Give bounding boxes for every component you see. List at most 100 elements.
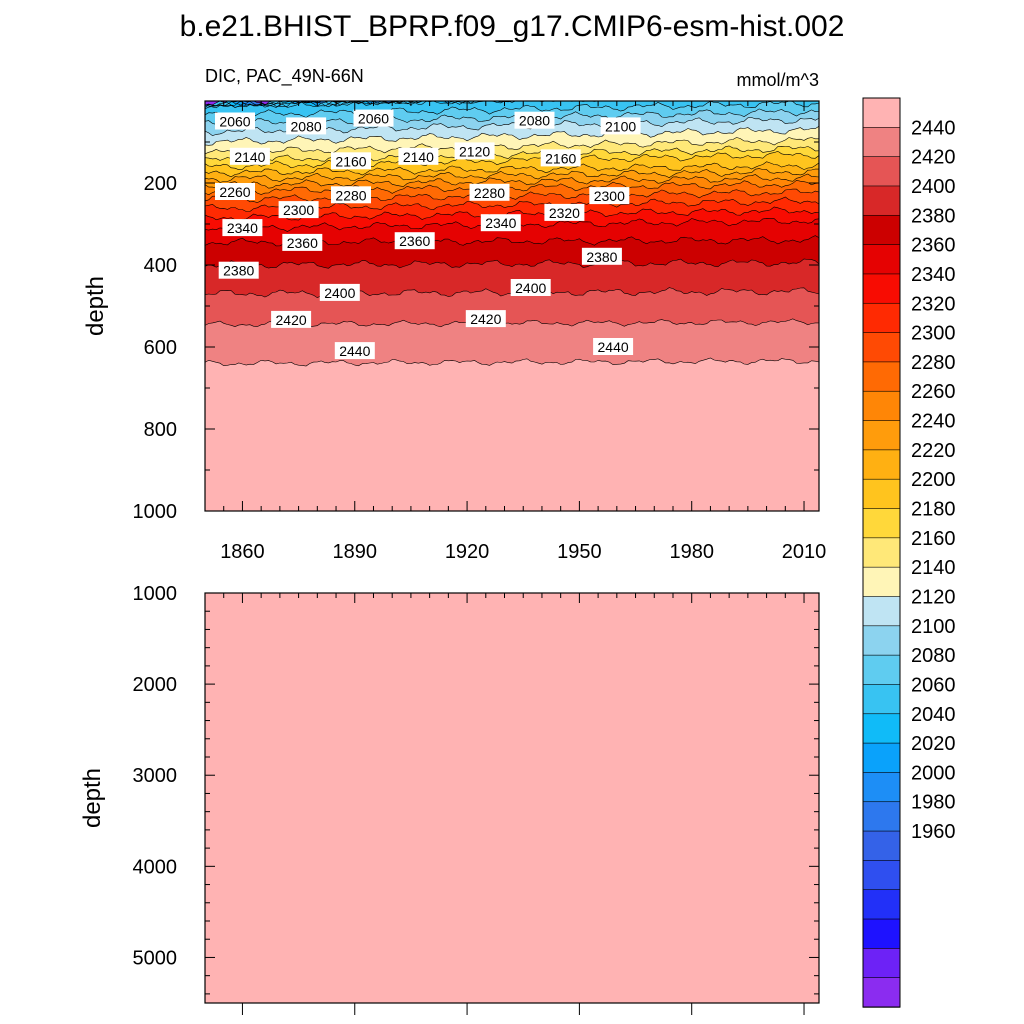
colorbar-label: 2260 <box>911 381 956 403</box>
contour-label-box <box>589 187 630 205</box>
colorbar: 2440 2420 2400 2380 2360 2340 2320 2300 2280 2260… <box>862 97 956 1008</box>
colorbar-swatch <box>862 302 901 334</box>
colorbar-swatch <box>862 948 901 979</box>
colorbar-label: 2020 <box>911 733 956 755</box>
colorbar-label: 2420 <box>911 147 956 169</box>
isoline-2060 <box>205 101 819 119</box>
colorbar-swatch <box>862 977 901 1008</box>
contour-label-text: 2320 <box>549 205 580 221</box>
y-tick-label: 400 <box>144 255 177 277</box>
x-tick-label: 1860 <box>220 541 265 563</box>
colorbar-swatch <box>862 332 901 363</box>
colorbar-label: 1980 <box>911 792 956 814</box>
colorbar-swatch <box>862 537 901 568</box>
colorbar-swatch <box>862 889 901 920</box>
contour-label: 2360 <box>394 232 435 250</box>
contour-label-text: 2140 <box>403 149 434 165</box>
colorbar-label: 2100 <box>911 616 956 638</box>
contour-label: 2060 <box>353 109 394 127</box>
contour-label-box <box>286 117 327 135</box>
colorbar-label: 2140 <box>911 557 956 579</box>
isoline-2280 <box>205 188 819 203</box>
contour-label-text: 2400 <box>324 285 355 301</box>
contour-label-text: 2100 <box>605 118 636 134</box>
contour-label-box <box>514 111 555 129</box>
colorbar-label: 2380 <box>911 205 956 227</box>
contour-label: 2060 <box>215 112 255 130</box>
contour-label: 2160 <box>331 152 371 170</box>
x-tick-label: 1950 <box>557 541 602 563</box>
colorbar-swatch <box>862 390 901 422</box>
colorbar-swatch <box>862 772 901 803</box>
y-tick-label: 1000 <box>133 501 178 523</box>
colorbar-label: 2080 <box>911 645 956 667</box>
contour-label-text: 2340 <box>485 215 516 231</box>
isoline-2140 <box>205 137 819 156</box>
isoline-2380 <box>205 258 819 269</box>
y-tick-label: 800 <box>144 419 177 441</box>
chart-title: b.e21.BHIST_BPRP.f09_g17.CMIP6-esm-hist.… <box>180 10 845 43</box>
isoline-1980 <box>205 101 819 110</box>
contour-label-box <box>334 342 375 360</box>
colorbar-swatch <box>862 596 901 627</box>
y-tick-label: 5000 <box>133 947 178 969</box>
colorbar-swatch <box>862 449 901 480</box>
colorbar-label: 2320 <box>911 293 956 315</box>
x-tick-label: 1980 <box>669 541 714 563</box>
colorbar-swatch <box>862 801 901 832</box>
contour-label-box <box>229 147 270 165</box>
contour-label-text: 2400 <box>515 280 546 296</box>
colorbar-label: 2160 <box>911 528 956 550</box>
colorbar-label: 2000 <box>911 762 956 784</box>
upper-contour-fill <box>205 101 819 511</box>
contour-label-text: 2380 <box>586 249 617 265</box>
contour-label: 2260 <box>215 183 255 200</box>
contour-label-text: 2340 <box>227 220 258 236</box>
isoline-2220 <box>205 168 819 183</box>
contour-label: 2440 <box>593 338 634 355</box>
contour-label-text: 2160 <box>545 150 576 166</box>
isoline-2260 <box>205 179 819 196</box>
colorbar-swatch <box>862 185 901 216</box>
y-tick-label: 200 <box>144 173 177 195</box>
lower-axis-ticks: 1000 2000 3000 4000 5000 <box>133 583 819 1015</box>
isoline-1960 <box>205 101 819 109</box>
contour-label-text: 2060 <box>358 111 389 127</box>
colorbar-swatch <box>862 273 901 304</box>
colorbar-swatch <box>862 127 901 158</box>
lower-frame <box>204 592 820 1004</box>
contour-label: 2140 <box>398 147 439 165</box>
x-tick-label: 1920 <box>445 541 490 563</box>
contour-label-box <box>593 338 634 355</box>
contour-label: 2080 <box>514 111 555 129</box>
contour-label: 2100 <box>600 117 641 135</box>
colorbar-label: 1960 <box>911 821 956 843</box>
colorbar-swatch <box>862 508 901 539</box>
colorbar-swatch <box>862 713 901 744</box>
y-tick-label: 600 <box>144 337 177 359</box>
colorbar-label: 2040 <box>911 704 956 726</box>
contour-label: 2120 <box>454 142 495 160</box>
colorbar-swatch <box>862 654 901 686</box>
lower-ylabel: depth <box>79 768 106 828</box>
contour-label-box <box>510 279 551 296</box>
contour-label-box <box>215 112 255 130</box>
colorbar-swatch <box>862 742 901 774</box>
colorbar-label: 2180 <box>911 499 956 521</box>
units-string: mmol/m^3 <box>737 70 819 90</box>
contour-label-box <box>271 310 312 328</box>
colorbar-swatch <box>862 97 901 129</box>
contour-label-text: 2280 <box>474 185 505 201</box>
contour-label-text: 2420 <box>470 311 501 327</box>
contour-label-box <box>319 283 360 301</box>
isoline-2180 <box>205 150 819 171</box>
contour-label-text: 2360 <box>287 235 318 251</box>
colorbar-swatch <box>862 478 901 510</box>
y-tick-label: 3000 <box>133 765 178 787</box>
upper-axis-ticks: 1860 1890 1920 1950 1980 2010 200 400 600 800 1000 <box>133 101 826 563</box>
contour-label-text: 2440 <box>598 339 629 355</box>
colorbar-label: 2440 <box>911 117 956 139</box>
colorbar-label: 2340 <box>911 264 956 286</box>
contour-label-box <box>398 147 439 165</box>
